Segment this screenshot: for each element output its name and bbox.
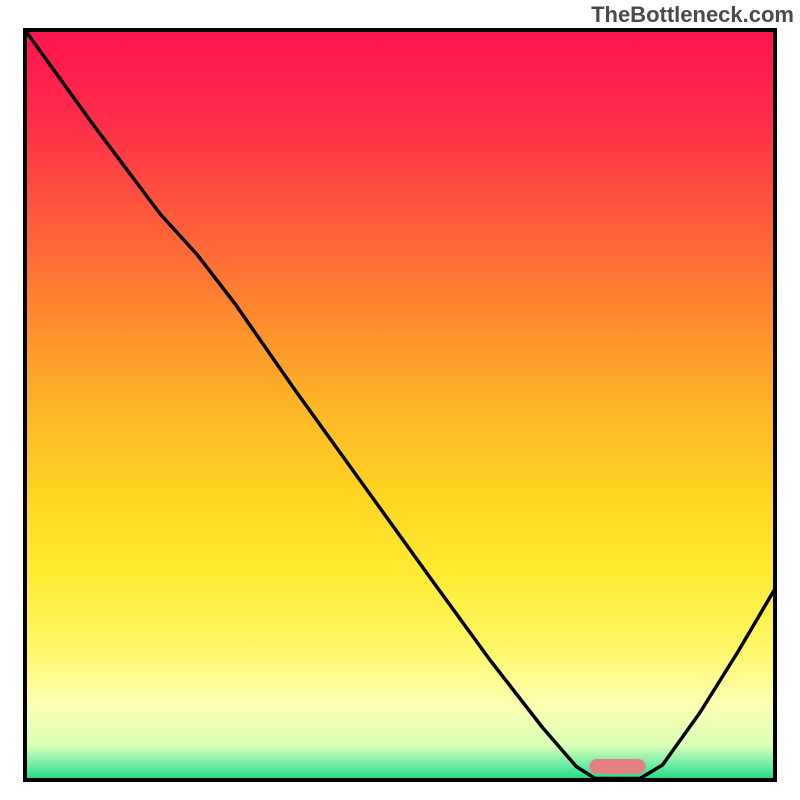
- watermark-label: TheBottleneck.com: [591, 2, 794, 27]
- chart-frame: TheBottleneck.com: [0, 0, 800, 800]
- optimal-marker: [589, 759, 645, 774]
- bottleneck-chart: [0, 0, 800, 800]
- watermark-text: TheBottleneck.com: [591, 2, 794, 28]
- plot-background: [25, 30, 775, 780]
